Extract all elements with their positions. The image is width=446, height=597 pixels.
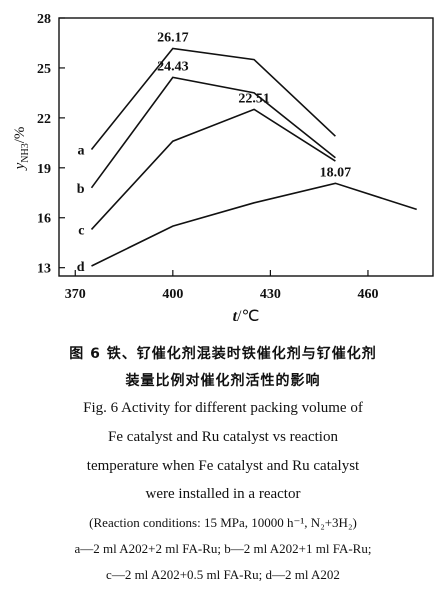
- y-tick-label: 28: [37, 12, 51, 27]
- series-line-b: [90, 76, 336, 189]
- y-tick-label: 19: [37, 162, 51, 177]
- y-axis-label: yNH3/%: [12, 127, 31, 172]
- caption-legend-line-1: a—2 ml A202+2 ml FA-Ru; b—2 ml A202+1 ml…: [74, 541, 372, 556]
- series-label-d: d: [77, 260, 85, 275]
- caption-reaction-conditions: (Reaction conditions: 15 MPa, 10000 h⁻¹,…: [89, 515, 357, 530]
- series-line-d: [91, 182, 417, 267]
- series-line-a: [90, 47, 336, 151]
- caption-chinese-line-1: 图 6 铁、钌催化剂混装时铁催化剂与钌催化剂: [69, 346, 377, 362]
- x-tick-label: 460: [357, 287, 378, 302]
- caption-english-line-1: Fig. 6 Activity for different packing vo…: [83, 400, 363, 416]
- x-tick-label: 370: [65, 287, 86, 302]
- caption-legend-line-2: c—2 ml A202+0.5 ml FA-Ru; d—2 ml A202: [106, 567, 340, 582]
- x-axis-label: t/℃: [233, 308, 260, 325]
- axis-ticks: 370 400 430 460 13 16 19 22 25 28: [37, 12, 378, 302]
- data-label: 22.51: [238, 91, 270, 106]
- x-tick-label: 430: [260, 287, 281, 302]
- y-tick-label: 13: [37, 262, 51, 277]
- y-tick-label: 22: [37, 112, 51, 127]
- caption-chinese-line-2: 装量比例对催化剂活性的影响: [125, 373, 321, 389]
- series-line-c: [90, 108, 336, 230]
- line-chart: 370 400 430 460 13 16 19 22 25 28 a b c d 26.17 24.43…: [12, 12, 434, 325]
- y-tick-label: 25: [37, 62, 51, 77]
- data-label: 18.07: [320, 165, 352, 180]
- plot-frame: [58, 17, 434, 277]
- series-labels: a b c d: [77, 143, 85, 275]
- caption-english-line-3: temperature when Fe catalyst and Ru cata…: [86, 458, 360, 474]
- series-label-c: c: [78, 223, 84, 238]
- data-label: 24.43: [157, 59, 189, 74]
- series-group: [90, 47, 417, 267]
- data-label: 26.17: [157, 30, 189, 45]
- series-label-a: a: [78, 143, 85, 158]
- x-tick-label: 400: [162, 287, 183, 302]
- y-tick-label: 16: [37, 212, 51, 227]
- caption-english-line-2: Fe catalyst and Ru catalyst vs reaction: [108, 429, 338, 445]
- data-annotations: 26.17 24.43 22.51 18.07: [157, 30, 351, 180]
- caption-english-line-4: were installed in a reactor: [145, 486, 301, 502]
- series-label-b: b: [77, 182, 85, 197]
